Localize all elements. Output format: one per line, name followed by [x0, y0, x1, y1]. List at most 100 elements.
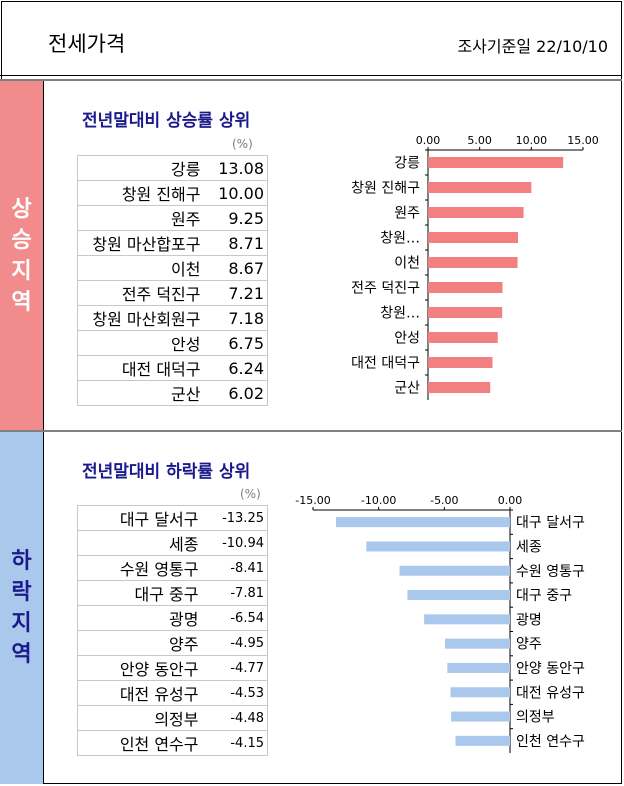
- rise-ranking-table: 강릉 13.08 창원 진해구 10.00 원주 9.25 창원 마산합포구 8.71 이천 8.…: [77, 155, 268, 406]
- change-rate: -4.53: [201, 680, 268, 706]
- change-rate: 10.00: [203, 180, 268, 206]
- region-name: 광명: [77, 605, 202, 631]
- change-rate: 6.24: [203, 355, 268, 381]
- table-row: 광명 -6.54: [77, 605, 268, 631]
- region-name: 인천 연수구: [77, 730, 202, 756]
- region-name: 강릉: [77, 155, 204, 181]
- bar: [428, 257, 518, 268]
- x-tick-label: 10.00: [516, 134, 548, 147]
- category-label: 안양 동안구: [516, 661, 585, 677]
- region-name: 안양 동안구: [77, 655, 202, 681]
- table-row: 안양 동안구 -4.77: [77, 655, 268, 681]
- rise-unit: (%): [232, 137, 253, 151]
- table-row: 창원 마산합포구 8.71: [77, 230, 268, 256]
- bar: [407, 590, 510, 601]
- fall-section-label: 하 락 지 역: [0, 432, 44, 784]
- category-label: 세종: [516, 539, 542, 555]
- table-row: 강릉 13.08: [77, 155, 268, 181]
- rise-label-char: 상: [11, 196, 32, 222]
- category-label: 전주 덕진구: [351, 281, 420, 297]
- x-tick-label: -15.00: [295, 494, 330, 507]
- table-row: 양주 -4.95: [77, 630, 268, 656]
- category-label: 대구 달서구: [516, 515, 585, 531]
- region-name: 대구 중구: [77, 580, 202, 606]
- fall-unit: (%): [240, 487, 261, 501]
- survey-date: 조사기준일 22/10/10: [457, 37, 608, 56]
- fall-label-char: 락: [11, 580, 32, 605]
- bar: [428, 182, 532, 193]
- region-name: 창원 마산합포구: [77, 230, 204, 256]
- section-divider: [0, 430, 622, 432]
- change-rate: -4.15: [201, 730, 268, 756]
- category-label: 인천 연수구: [516, 734, 585, 750]
- change-rate: 8.67: [203, 255, 268, 281]
- change-rate: -10.94: [201, 530, 268, 556]
- change-rate: 6.75: [203, 330, 268, 356]
- rise-label-char: 역: [11, 289, 32, 315]
- bar: [428, 382, 491, 393]
- table-row: 창원 진해구 10.00: [77, 180, 268, 206]
- category-label: 광명: [516, 612, 542, 628]
- table-row: 대구 달서구 -13.25: [77, 505, 268, 531]
- fall-label-char: 지: [11, 611, 32, 636]
- x-tick-label: 5.00: [467, 134, 492, 147]
- x-tick-label: 0.00: [416, 134, 441, 147]
- change-rate: -4.77: [201, 655, 268, 681]
- region-name: 세종: [77, 530, 202, 556]
- bar: [444, 638, 510, 649]
- region-name: 대전 유성구: [77, 680, 202, 706]
- change-rate: -6.54: [201, 605, 268, 631]
- region-name: 이천: [77, 255, 204, 281]
- table-row: 안성 6.75: [77, 330, 268, 356]
- change-rate: -13.25: [201, 505, 268, 531]
- region-name: 수원 영통구: [77, 555, 202, 581]
- change-rate: -7.81: [201, 580, 268, 606]
- change-rate: 7.18: [203, 305, 268, 331]
- bar: [428, 357, 493, 368]
- bar: [447, 662, 510, 673]
- table-row: 원주 9.25: [77, 205, 268, 231]
- bar: [335, 517, 510, 528]
- region-name: 안성: [77, 330, 204, 356]
- x-tick-label: 0.00: [498, 494, 523, 507]
- category-label: 군산: [394, 381, 420, 397]
- category-label: 강릉: [394, 156, 420, 172]
- table-row: 세종 -10.94: [77, 530, 268, 556]
- header-divider: [0, 79, 622, 81]
- table-row: 대전 대덕구 6.24: [77, 355, 268, 381]
- x-tick-label: -5.00: [430, 494, 458, 507]
- table-row: 인천 연수구 -4.15: [77, 730, 268, 756]
- rise-label-char: 승: [11, 227, 32, 253]
- fall-label-char: 하: [11, 549, 32, 574]
- change-rate: 6.02: [203, 380, 268, 406]
- fall-subtitle: 전년말대비 하락률 상위: [82, 462, 251, 482]
- table-row: 군산 6.02: [77, 380, 268, 406]
- bar: [450, 687, 510, 698]
- category-label: 이천: [394, 256, 420, 272]
- table-row: 의정부 -4.48: [77, 705, 268, 731]
- change-rate: 7.21: [203, 280, 268, 306]
- table-row: 수원 영통구 -8.41: [77, 555, 268, 581]
- category-label: 창원…: [380, 306, 420, 322]
- region-name: 원주: [77, 205, 204, 231]
- rise-label-char: 지: [11, 258, 32, 284]
- region-name: 창원 진해구: [77, 180, 204, 206]
- bar: [428, 282, 503, 293]
- category-label: 대전 유성구: [516, 685, 585, 701]
- change-rate: 8.71: [203, 230, 268, 256]
- fall-label-char: 역: [11, 642, 32, 667]
- fall-ranking-table: 대구 달서구 -13.25 세종 -10.94 수원 영통구 -8.41 대구 중구 -7.8…: [77, 505, 268, 756]
- bar: [424, 614, 510, 625]
- change-rate: -4.48: [201, 705, 268, 731]
- bar: [428, 332, 498, 343]
- bar: [428, 207, 524, 218]
- bar: [428, 157, 564, 168]
- category-label: 수원 영통구: [516, 564, 585, 580]
- bar: [428, 307, 503, 318]
- change-rate: -8.41: [201, 555, 268, 581]
- table-row: 전주 덕진구 7.21: [77, 280, 268, 306]
- region-name: 의정부: [77, 705, 202, 731]
- bar: [455, 735, 510, 746]
- region-name: 창원 마산회원구: [77, 305, 204, 331]
